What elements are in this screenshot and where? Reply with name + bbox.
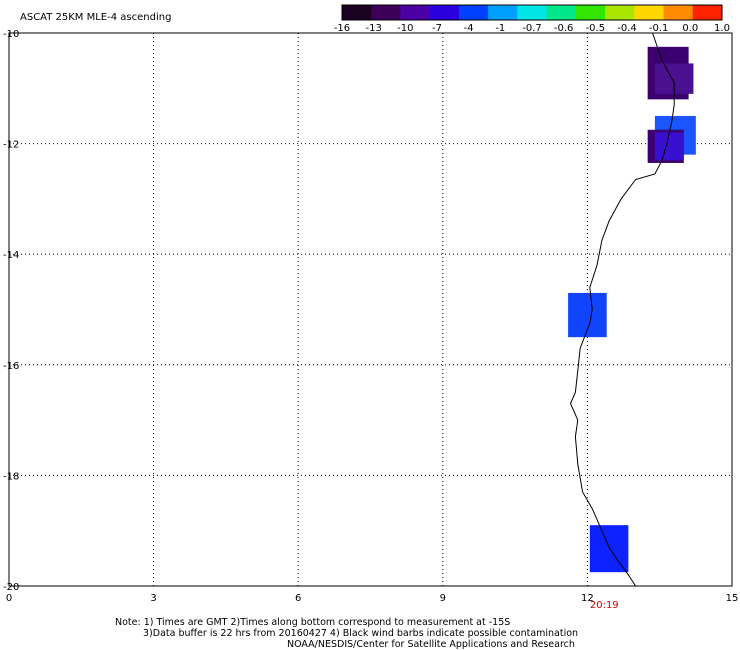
x-tick-label: 12: [581, 593, 594, 604]
colorbar-segment: [371, 5, 401, 20]
colorbar-segment: [400, 5, 431, 20]
colorbar-tick-label: -0.5: [586, 23, 606, 34]
colorbar-segment: [517, 5, 548, 20]
colorbar-segment: [429, 5, 460, 20]
x-tick-label: 6: [295, 593, 301, 604]
x-tick-label: 3: [150, 593, 156, 604]
coastline: [569, 32, 675, 587]
y-tick-label: -18: [3, 471, 19, 482]
wind-data-cells: [568, 46, 696, 573]
pass-time-label: 20:19: [590, 600, 619, 611]
y-tick-label: -10: [3, 29, 19, 40]
colorbar-tick-label: -16: [334, 23, 350, 34]
colorbar-tick-label: -10: [397, 23, 413, 34]
colorbar-border: [341, 4, 723, 21]
colorbar-tick-label: -0.7: [522, 23, 542, 34]
colorbar-tick-label: -4: [464, 23, 474, 34]
colorbar-segment: [575, 5, 606, 20]
wind-cell: [589, 525, 629, 573]
y-tick-label: -14: [3, 250, 19, 261]
colorbar-tick-label: -0.6: [554, 23, 574, 34]
colorbar-tick-label: -7: [432, 23, 442, 34]
colorbar-segment: [634, 5, 665, 20]
colorbar-tick-label: 1.0: [714, 23, 730, 34]
map-frame: [8, 32, 733, 587]
colorbar-segment: [663, 5, 694, 20]
colorbar-tick-label: -13: [365, 23, 381, 34]
y-tick-label: -20: [3, 582, 19, 593]
x-tick-label: 9: [440, 593, 446, 604]
x-tick-label: 15: [726, 593, 739, 604]
colorbar-tick-label: -1: [495, 23, 505, 34]
colorbar-segment: [546, 5, 577, 20]
axis-labels: 0 3 6 9 12 15 -10 -12 -14 -16 -18 -20 20:19: [3, 29, 738, 611]
color-scale-bar: -16 -13 -10 -7 -4 -1 -0.7 -0.6 -0.5 -0.4 -0.1 0.0 1.…: [334, 4, 730, 34]
colorbar-tick-label: 0.0: [682, 23, 698, 34]
colorbar-segment: [458, 5, 489, 20]
map-title: ASCAT 25KM MLE-4 ascending: [20, 12, 171, 23]
note-line-3: NOAA/NESDIS/Center for Satellite Applica…: [287, 639, 575, 650]
wind-cell: [654, 132, 684, 161]
colorbar-tick-label: -0.4: [617, 23, 637, 34]
x-tick-label: 0: [6, 593, 12, 604]
y-tick-label: -16: [3, 361, 19, 372]
colorbar-segment: [692, 5, 723, 20]
colorbar-tick-label: -0.1: [649, 23, 669, 34]
y-tick-label: -12: [3, 140, 19, 151]
note-line-1: Note: 1) Times are GMT 2)Times along bot…: [115, 617, 511, 628]
colorbar-segment: [488, 5, 518, 20]
colorbar-segment: [342, 5, 372, 20]
colorbar-segment: [605, 5, 635, 20]
note-line-2: 3)Data buffer is 22 hrs from 20160427 4)…: [143, 628, 579, 639]
map-grid: [8, 32, 733, 587]
